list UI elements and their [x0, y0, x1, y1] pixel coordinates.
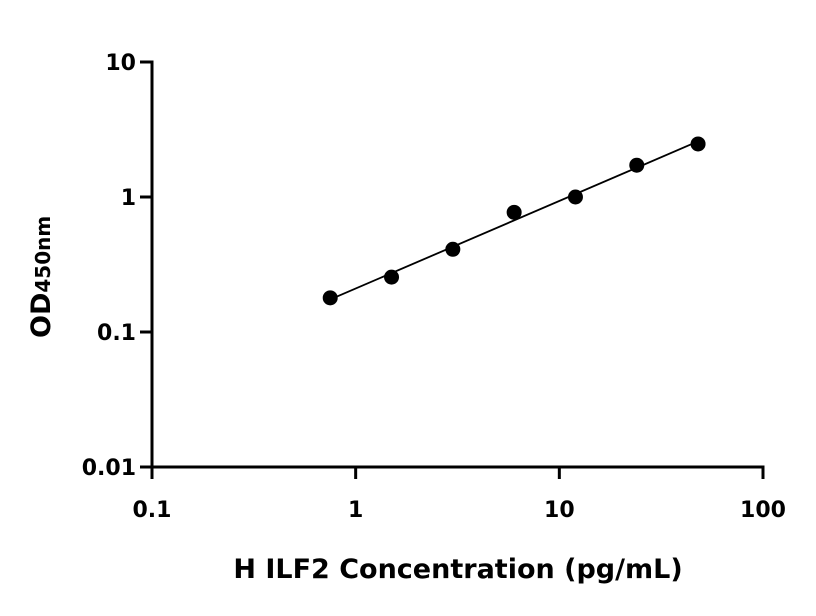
data-point [690, 136, 706, 152]
x-tick-label: 0.1 [133, 498, 172, 523]
data-point [322, 290, 338, 306]
data-point [384, 269, 400, 285]
data-point [629, 157, 645, 173]
y-tick-label: 0.01 [82, 456, 136, 481]
x-tick-label: 1 [348, 498, 363, 523]
data-point [567, 189, 583, 205]
y-tick-label: 0.1 [97, 321, 136, 346]
x-tick-label: 10 [544, 498, 575, 523]
data-point [445, 241, 461, 257]
x-tick-label: 100 [740, 498, 786, 523]
y-axis-title: OD450nm [26, 216, 57, 338]
y-tick-label: 10 [105, 51, 136, 76]
data-point [506, 204, 522, 220]
y-axis-title-main: OD [26, 293, 57, 338]
y-tick-label: 1 [121, 186, 136, 211]
x-axis-title: H ILF2 Concentration (pg/mL) [233, 554, 682, 585]
y-axis-title-sub: 450nm [31, 216, 55, 293]
